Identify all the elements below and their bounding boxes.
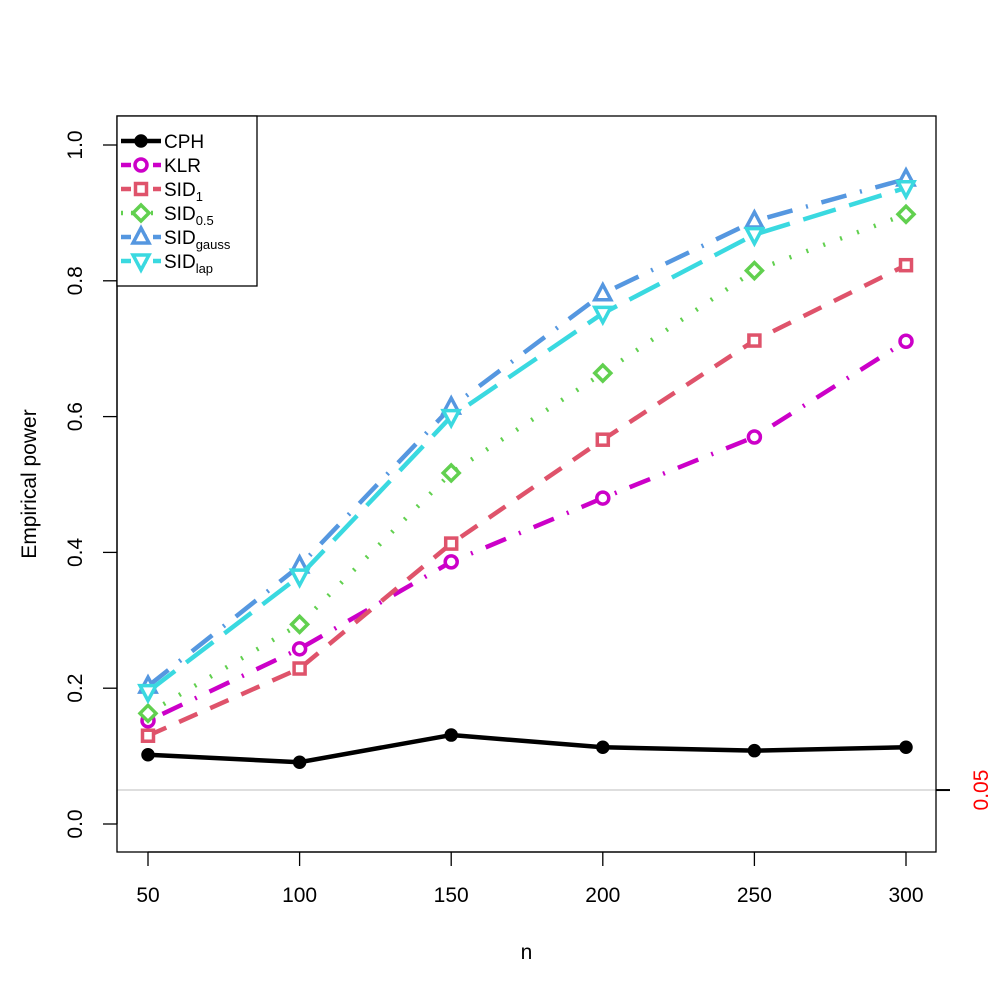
data-point	[440, 408, 463, 430]
x-tick-label: 250	[737, 884, 772, 907]
y-tick-label: 0.6	[64, 402, 87, 431]
data-point	[291, 641, 308, 657]
data-point	[133, 181, 149, 197]
data-point	[895, 203, 917, 225]
legend-subscript: gauss	[196, 237, 231, 252]
legend-subscript: 0.5	[196, 213, 214, 228]
data-point	[591, 305, 614, 327]
x-axis-label: n	[521, 941, 533, 964]
data-point	[747, 743, 762, 758]
legend-subscript: lap	[196, 261, 213, 276]
series-line	[147, 263, 908, 738]
legend-label: KLR	[164, 156, 201, 177]
data-point	[743, 260, 765, 282]
reference-label: 0.05	[970, 770, 993, 811]
data-point	[443, 536, 459, 551]
legend-entry: SIDlap	[121, 252, 213, 276]
data-point	[133, 157, 149, 173]
data-point	[292, 661, 307, 676]
y-tick-label: 0.4	[64, 537, 87, 567]
x-tick-label: 200	[585, 884, 620, 907]
data-point	[595, 432, 611, 447]
y-tick-label: 0.8	[64, 266, 87, 295]
data-point	[130, 253, 152, 274]
data-point	[440, 462, 462, 484]
series-line	[146, 176, 907, 688]
data-point	[288, 568, 311, 589]
data-point	[895, 180, 917, 201]
series-cph	[141, 728, 913, 769]
data-point	[292, 755, 307, 769]
y-axis-label: Empirical power	[18, 409, 41, 558]
data-point	[443, 554, 459, 570]
x-tick-label: 300	[888, 884, 923, 907]
data-point	[591, 280, 614, 302]
y-tick-label: 0.2	[64, 674, 87, 703]
data-point	[444, 728, 458, 742]
data-point	[130, 202, 152, 224]
data-point	[747, 333, 762, 348]
data-point	[134, 134, 148, 148]
legend-entry: CPH	[121, 132, 204, 153]
y-tick-label: 1.0	[64, 130, 87, 159]
data-point	[743, 208, 766, 229]
data-point	[746, 429, 763, 445]
data-point	[596, 740, 610, 755]
series-line	[147, 339, 908, 723]
data-point	[289, 613, 311, 635]
reference-line-layer: 0.05	[117, 770, 993, 811]
data-point	[130, 224, 152, 245]
x-tick-label: 50	[136, 884, 159, 907]
series-klr	[140, 333, 914, 729]
series-line	[146, 212, 907, 716]
data-point	[141, 747, 155, 762]
y-tick-label: 0.0	[64, 809, 87, 838]
data-point	[140, 728, 156, 743]
series-line	[146, 185, 907, 694]
x-tick-label: 100	[282, 884, 317, 907]
legend-subscript: 1	[196, 189, 203, 204]
series-line	[147, 732, 907, 765]
data-point	[137, 702, 159, 724]
data-point	[595, 490, 611, 506]
series-sid-0_5	[137, 203, 917, 724]
series-layer	[137, 166, 917, 769]
data-point	[899, 740, 913, 755]
data-point	[743, 226, 766, 248]
axis-layer: 50 100 150 200 250 300 0.0 0.2 0.4 0.6 0.8 1.0	[64, 130, 924, 907]
legend-label: CPH	[164, 132, 204, 153]
data-point	[898, 333, 914, 349]
data-point	[898, 257, 914, 273]
series-sid-1	[140, 257, 914, 743]
data-point	[592, 362, 614, 384]
legend-entry: KLR	[121, 156, 201, 177]
series-sid-lap	[137, 180, 917, 705]
data-point	[137, 683, 159, 705]
x-tick-label: 150	[434, 884, 469, 907]
